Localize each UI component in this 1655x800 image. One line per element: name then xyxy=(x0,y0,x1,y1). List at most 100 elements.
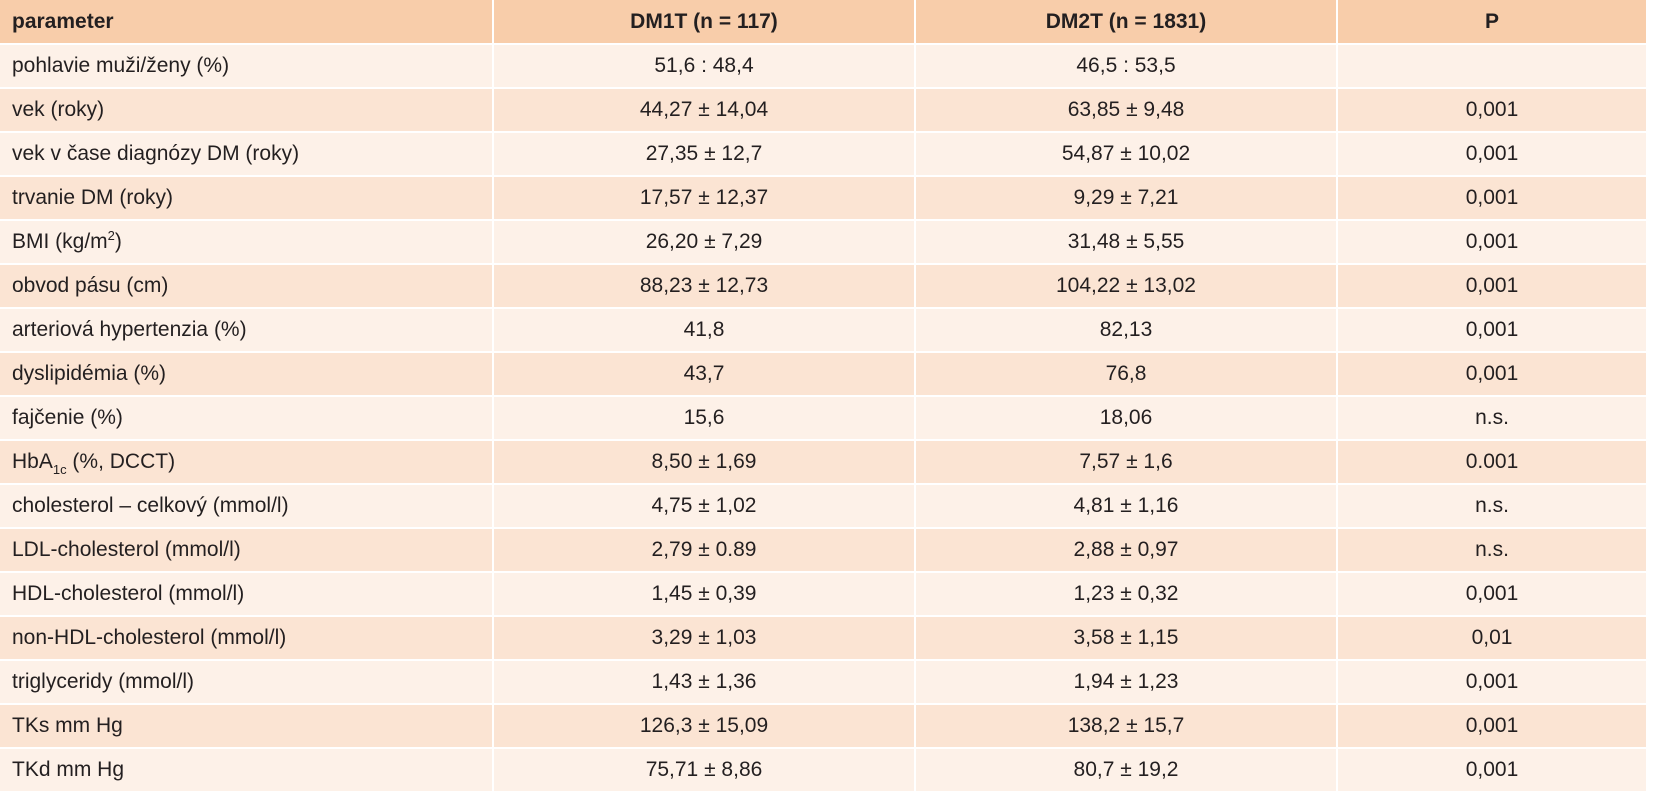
cell-p: 0,001 xyxy=(1337,572,1648,617)
cell-p: n.s. xyxy=(1337,396,1648,441)
cell-dm2t: 1,94 ± 1,23 xyxy=(915,660,1338,705)
row-label: vek (roky) xyxy=(0,88,494,133)
table-row: BMI (kg/m2) 26,20 ± 7,29 31,48 ± 5,55 0,001 xyxy=(0,220,1648,265)
row-label-text: HbA xyxy=(12,450,53,473)
row-label-text: vek v čase diagnózy DM (roky) xyxy=(12,142,300,165)
row-label-text-suffix: (%, DCCT) xyxy=(66,450,176,473)
table-row: TKd mm Hg 75,71 ± 8,86 80,7 ± 19,2 0,001 xyxy=(0,748,1648,793)
row-label-text: pohlavie muži/ženy (%) xyxy=(12,54,230,77)
cell-dm1t: 1,45 ± 0,39 xyxy=(493,572,916,617)
cell-p: 0,001 xyxy=(1337,704,1648,749)
row-label: cholesterol – celkový (mmol/l) xyxy=(0,484,494,529)
table-row: fajčenie (%) 15,6 18,06 n.s. xyxy=(0,396,1648,441)
cell-dm2t: 31,48 ± 5,55 xyxy=(915,220,1338,265)
row-label: HDL-cholesterol (mmol/l) xyxy=(0,572,494,617)
row-label: triglyceridy (mmol/l) xyxy=(0,660,494,705)
row-label: obvod pásu (cm) xyxy=(0,264,494,309)
cell-dm1t: 41,8 xyxy=(493,308,916,353)
table-row: dyslipidémia (%) 43,7 76,8 0,001 xyxy=(0,352,1648,397)
table-row: vek (roky) 44,27 ± 14,04 63,85 ± 9,48 0,001 xyxy=(0,88,1648,133)
header-p: P xyxy=(1337,0,1648,45)
table-row: pohlavie muži/ženy (%) 51,6 : 48,4 46,5 : … xyxy=(0,44,1648,89)
cell-dm2t: 3,58 ± 1,15 xyxy=(915,616,1338,661)
row-label: HbA1c (%, DCCT) xyxy=(0,440,494,485)
row-label: TKd mm Hg xyxy=(0,748,494,793)
cell-dm1t: 3,29 ± 1,03 xyxy=(493,616,916,661)
cell-dm2t: 76,8 xyxy=(915,352,1338,397)
cell-dm2t: 2,88 ± 0,97 xyxy=(915,528,1338,573)
cell-dm1t: 17,57 ± 12,37 xyxy=(493,176,916,221)
row-label: BMI (kg/m2) xyxy=(0,220,494,265)
row-label: TKs mm Hg xyxy=(0,704,494,749)
cell-p: 0,001 xyxy=(1337,176,1648,221)
row-label-text: vek (roky) xyxy=(12,98,105,121)
row-label-text: TKd mm Hg xyxy=(12,758,125,781)
cell-dm2t: 7,57 ± 1,6 xyxy=(915,440,1338,485)
cell-p: 0,001 xyxy=(1337,88,1648,133)
cell-dm1t: 27,35 ± 12,7 xyxy=(493,132,916,177)
header-dm1t: DM1T (n = 117) xyxy=(493,0,916,45)
cell-dm1t: 4,75 ± 1,02 xyxy=(493,484,916,529)
cell-dm2t: 1,23 ± 0,32 xyxy=(915,572,1338,617)
row-label: trvanie DM (roky) xyxy=(0,176,494,221)
row-label-text: cholesterol – celkový (mmol/l) xyxy=(12,494,289,517)
cell-dm1t: 26,20 ± 7,29 xyxy=(493,220,916,265)
table-row: obvod pásu (cm) 88,23 ± 12,73 104,22 ± 13,… xyxy=(0,264,1648,309)
cell-dm2t: 82,13 xyxy=(915,308,1338,353)
table-header-row: parameter DM1T (n = 117) DM2T (n = 1831)… xyxy=(0,0,1648,45)
cell-dm1t: 51,6 : 48,4 xyxy=(493,44,916,89)
table-row: cholesterol – celkový (mmol/l) 4,75 ± 1,0… xyxy=(0,484,1648,529)
row-label-text: LDL-cholesterol (mmol/l) xyxy=(12,538,241,561)
cell-p: 0,01 xyxy=(1337,616,1648,661)
table-row: trvanie DM (roky) 17,57 ± 12,37 9,29 ± 7,2… xyxy=(0,176,1648,221)
row-label-text: BMI (kg/m xyxy=(12,230,108,253)
row-label-superscript: 2 xyxy=(107,228,115,243)
cell-dm2t: 63,85 ± 9,48 xyxy=(915,88,1338,133)
table-row: vek v čase diagnózy DM (roky) 27,35 ± 12,… xyxy=(0,132,1648,177)
row-label-text: trvanie DM (roky) xyxy=(12,186,174,209)
cell-p: 0,001 xyxy=(1337,220,1648,265)
cell-dm2t: 138,2 ± 15,7 xyxy=(915,704,1338,749)
cell-dm1t: 75,71 ± 8,86 xyxy=(493,748,916,793)
cell-dm2t: 4,81 ± 1,16 xyxy=(915,484,1338,529)
cell-p: 0,001 xyxy=(1337,264,1648,309)
table-row: HDL-cholesterol (mmol/l) 1,45 ± 0,39 1,23 … xyxy=(0,572,1648,617)
row-label-text: non-HDL-cholesterol (mmol/l) xyxy=(12,626,287,649)
row-label-text: triglyceridy (mmol/l) xyxy=(12,670,195,693)
row-label-text-suffix: ) xyxy=(114,230,122,253)
row-label-text: dyslipidémia (%) xyxy=(12,362,167,385)
cell-dm1t: 126,3 ± 15,09 xyxy=(493,704,916,749)
cell-dm1t: 88,23 ± 12,73 xyxy=(493,264,916,309)
row-label: arteriová hypertenzia (%) xyxy=(0,308,494,353)
table-row: triglyceridy (mmol/l) 1,43 ± 1,36 1,94 ± 1… xyxy=(0,660,1648,705)
cell-dm2t: 46,5 : 53,5 xyxy=(915,44,1338,89)
cell-p: 0,001 xyxy=(1337,352,1648,397)
row-label-text: fajčenie (%) xyxy=(12,406,123,429)
row-label: dyslipidémia (%) xyxy=(0,352,494,397)
row-label: pohlavie muži/ženy (%) xyxy=(0,44,494,89)
row-label-text: arteriová hypertenzia (%) xyxy=(12,318,247,341)
row-label: vek v čase diagnózy DM (roky) xyxy=(0,132,494,177)
cell-dm1t: 44,27 ± 14,04 xyxy=(493,88,916,133)
table-row: arteriová hypertenzia (%) 41,8 82,13 0,001 xyxy=(0,308,1648,353)
row-label-subscript: 1c xyxy=(52,462,67,477)
cell-dm1t: 1,43 ± 1,36 xyxy=(493,660,916,705)
row-label-text: obvod pásu (cm) xyxy=(12,274,169,297)
cell-p: 0.001 xyxy=(1337,440,1648,485)
header-dm2t: DM2T (n = 1831) xyxy=(915,0,1338,45)
table-row: LDL-cholesterol (mmol/l) 2,79 ± 0.89 2,88 … xyxy=(0,528,1648,573)
cell-dm1t: 8,50 ± 1,69 xyxy=(493,440,916,485)
table-body: pohlavie muži/ženy (%) 51,6 : 48,4 46,5 : … xyxy=(0,44,1648,793)
cell-p: 0,001 xyxy=(1337,748,1648,793)
cell-dm1t: 43,7 xyxy=(493,352,916,397)
cell-dm2t: 104,22 ± 13,02 xyxy=(915,264,1338,309)
cell-dm2t: 80,7 ± 19,2 xyxy=(915,748,1338,793)
header-parameter: parameter xyxy=(0,0,494,45)
cell-dm2t: 18,06 xyxy=(915,396,1338,441)
table-row: HbA1c (%, DCCT) 8,50 ± 1,69 7,57 ± 1,6 0.00… xyxy=(0,440,1648,485)
cell-p: n.s. xyxy=(1337,484,1648,529)
row-label-text: HDL-cholesterol (mmol/l) xyxy=(12,582,245,605)
cell-dm2t: 9,29 ± 7,21 xyxy=(915,176,1338,221)
